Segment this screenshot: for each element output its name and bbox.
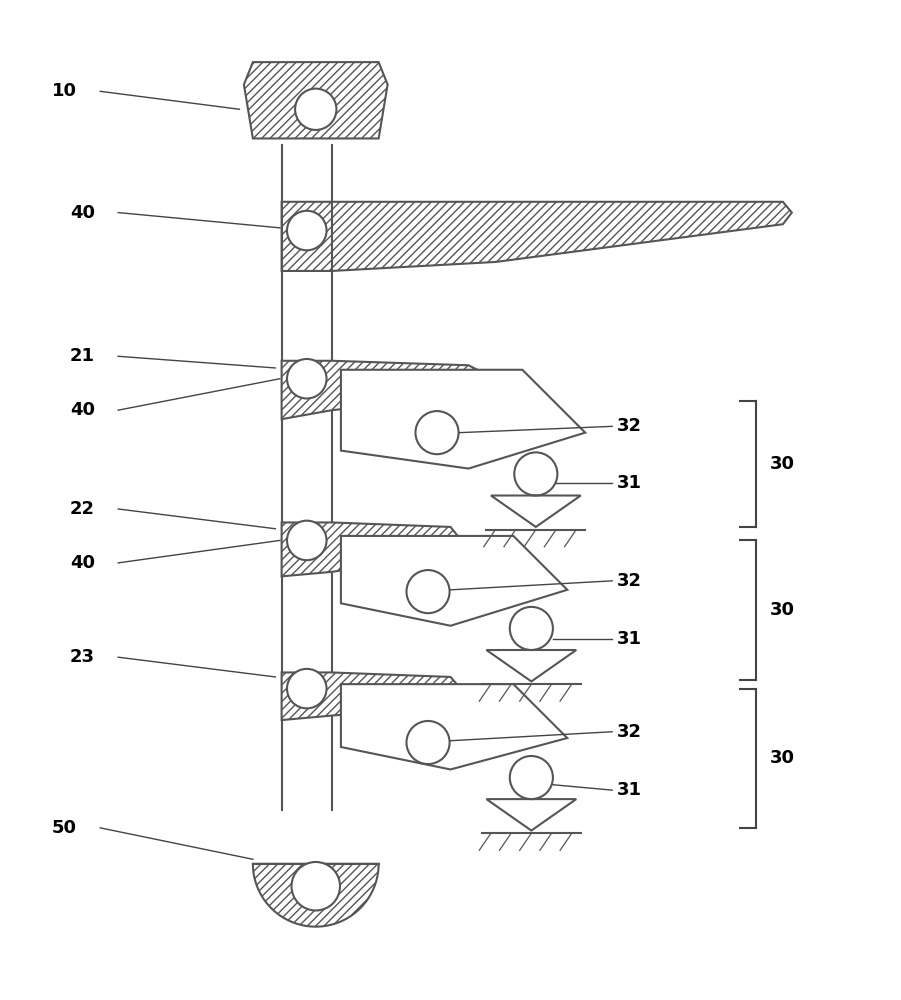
Circle shape [292, 862, 340, 910]
Text: 10: 10 [51, 82, 77, 100]
Text: 31: 31 [616, 474, 642, 492]
Text: 32: 32 [616, 572, 642, 590]
Text: 30: 30 [769, 455, 795, 473]
Text: 21: 21 [69, 347, 95, 365]
Polygon shape [282, 522, 469, 576]
Circle shape [296, 89, 336, 130]
Text: 32: 32 [616, 723, 642, 741]
Polygon shape [341, 536, 568, 626]
Circle shape [287, 359, 326, 399]
Circle shape [406, 721, 450, 764]
Polygon shape [253, 864, 378, 927]
Text: 30: 30 [769, 749, 795, 767]
Circle shape [514, 452, 558, 496]
Text: 31: 31 [616, 781, 642, 799]
Polygon shape [282, 672, 469, 720]
Text: 40: 40 [69, 554, 95, 572]
Circle shape [406, 570, 450, 613]
Text: 40: 40 [69, 401, 95, 419]
Polygon shape [282, 202, 792, 271]
Polygon shape [244, 62, 387, 138]
Text: 40: 40 [69, 204, 95, 222]
Text: 30: 30 [769, 601, 795, 619]
Circle shape [415, 411, 459, 454]
Polygon shape [282, 361, 505, 419]
Circle shape [510, 756, 553, 799]
Polygon shape [341, 370, 586, 469]
Circle shape [287, 669, 326, 708]
Circle shape [510, 607, 553, 650]
Polygon shape [341, 684, 568, 769]
Text: 31: 31 [616, 630, 642, 648]
Text: 22: 22 [69, 500, 95, 518]
Text: 50: 50 [51, 819, 77, 837]
Text: 23: 23 [69, 648, 95, 666]
Circle shape [287, 521, 326, 560]
Circle shape [287, 211, 326, 250]
Text: 32: 32 [616, 417, 642, 435]
